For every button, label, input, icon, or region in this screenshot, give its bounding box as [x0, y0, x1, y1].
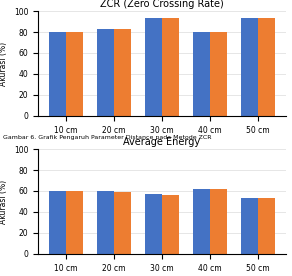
Title: Average Energy: Average Energy [124, 137, 201, 147]
Bar [97, 191, 114, 254]
Bar [66, 32, 83, 116]
Text: Gambar 6. Grafik Pengaruh Parameter Distance pada Metode ZCR: Gambar 6. Grafik Pengaruh Parameter Dist… [3, 136, 211, 140]
Bar [145, 194, 162, 254]
Bar [210, 32, 227, 116]
Bar [145, 18, 162, 116]
Bar [210, 189, 227, 254]
Bar [49, 32, 66, 116]
Y-axis label: Akurasi (%): Akurasi (%) [0, 179, 8, 224]
Bar [162, 195, 179, 254]
Title: ZCR (Zero Crossing Rate): ZCR (Zero Crossing Rate) [100, 0, 224, 9]
Y-axis label: Akurasi (%): Akurasi (%) [0, 41, 8, 86]
Bar [241, 198, 258, 254]
Bar [162, 18, 179, 116]
Bar [241, 18, 258, 116]
Bar [49, 191, 66, 254]
Bar [258, 18, 275, 116]
Bar [193, 189, 210, 254]
Bar [114, 29, 131, 116]
Bar [258, 198, 275, 254]
Legend: Euclidean, Cityblock: Euclidean, Cityblock [101, 152, 223, 167]
Bar [114, 192, 131, 254]
Bar [193, 32, 210, 116]
Bar [66, 191, 83, 254]
Bar [97, 29, 114, 116]
